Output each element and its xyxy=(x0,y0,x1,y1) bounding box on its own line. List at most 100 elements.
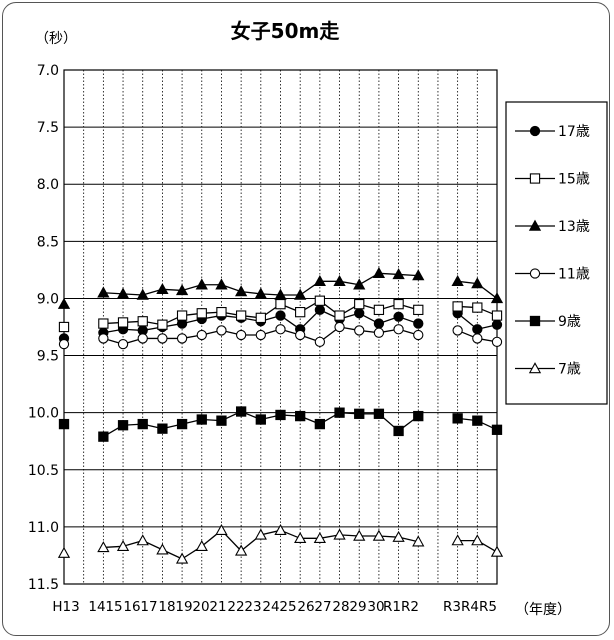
data-point xyxy=(333,528,346,540)
data-point xyxy=(354,325,365,336)
data-point xyxy=(314,418,326,430)
data-point xyxy=(313,274,326,287)
series-9歳 xyxy=(58,406,503,442)
y-axis-unit-label: （秒） xyxy=(35,31,77,47)
data-point xyxy=(196,329,207,341)
data-point xyxy=(314,304,326,316)
data-point xyxy=(354,408,365,419)
data-point xyxy=(413,329,424,341)
data-point xyxy=(413,318,424,329)
data-point xyxy=(136,288,149,300)
data-point xyxy=(175,284,189,296)
legend-item: 11歳 xyxy=(515,267,590,283)
data-point xyxy=(353,529,366,541)
data-point xyxy=(157,423,168,434)
legend-label: 11歳 xyxy=(558,267,590,283)
x-tick-label: 23 xyxy=(244,599,261,615)
data-point xyxy=(295,307,306,318)
series-15歳 xyxy=(58,295,503,333)
y-tick-label: 11.5 xyxy=(28,577,59,593)
data-point xyxy=(472,415,483,426)
data-point xyxy=(353,278,366,290)
data-point xyxy=(294,531,307,544)
y-tick-label: 10.5 xyxy=(28,463,59,479)
data-point xyxy=(116,287,130,299)
x-tick-label: 20 xyxy=(192,599,209,615)
x-tick-label: 25 xyxy=(279,599,296,615)
data-point xyxy=(57,546,71,558)
data-point xyxy=(176,418,188,430)
data-point xyxy=(393,324,404,335)
data-point xyxy=(275,324,286,335)
data-point xyxy=(255,329,266,341)
data-point xyxy=(393,311,404,322)
data-point xyxy=(491,336,503,347)
series-7歳 xyxy=(57,523,504,564)
data-point xyxy=(156,543,169,555)
data-point xyxy=(137,316,148,327)
legend-marker xyxy=(529,315,541,327)
data-point xyxy=(472,333,483,344)
y-tick-label: 8.5 xyxy=(37,234,59,250)
x-tick-label: 30 xyxy=(367,599,384,615)
y-tick-label: 7.0 xyxy=(37,63,59,79)
x-tick-label: R1 xyxy=(383,599,401,615)
data-point xyxy=(117,317,129,328)
data-point xyxy=(275,299,286,310)
chart-title: 女子50m走 xyxy=(231,19,340,43)
series-11歳 xyxy=(58,321,503,350)
data-point xyxy=(235,310,247,321)
data-point xyxy=(275,409,286,421)
data-point xyxy=(452,301,463,312)
data-point xyxy=(196,308,207,319)
data-point xyxy=(354,308,365,319)
data-point xyxy=(98,333,109,344)
data-point xyxy=(195,539,208,552)
data-point xyxy=(195,278,208,290)
data-point xyxy=(216,415,227,426)
data-point xyxy=(490,292,504,304)
data-point xyxy=(334,407,345,418)
legend-marker xyxy=(529,268,541,279)
data-point xyxy=(216,307,227,318)
series-13歳 xyxy=(57,266,504,309)
data-point xyxy=(472,324,483,335)
data-point xyxy=(175,552,189,564)
data-point xyxy=(176,333,188,344)
data-point xyxy=(98,431,109,442)
x-tick-label: R2 xyxy=(401,599,419,615)
legend-box xyxy=(505,101,608,405)
data-point xyxy=(295,329,306,341)
data-point xyxy=(373,304,385,316)
data-point xyxy=(274,523,287,536)
legend-marker xyxy=(529,173,541,184)
data-point xyxy=(196,414,207,425)
data-point xyxy=(452,413,463,424)
data-point xyxy=(255,414,266,425)
data-point xyxy=(314,295,326,306)
data-point xyxy=(116,539,130,552)
data-point xyxy=(313,531,326,544)
data-point xyxy=(412,269,425,281)
y-tick-label: 11.0 xyxy=(28,520,59,536)
x-tick-label: 22 xyxy=(227,599,244,615)
data-point xyxy=(57,297,71,309)
data-point xyxy=(333,274,346,287)
data-point xyxy=(176,310,188,321)
x-tick-label: R3 xyxy=(443,599,461,615)
x-tick-label: 18 xyxy=(158,599,175,615)
data-point xyxy=(491,424,503,435)
legend-label: 15歳 xyxy=(558,172,590,188)
data-point xyxy=(491,310,503,321)
legend-marker xyxy=(529,125,541,137)
data-point xyxy=(491,319,503,330)
data-point xyxy=(255,312,266,324)
data-point xyxy=(235,544,248,556)
data-point xyxy=(136,534,149,546)
legend-marker xyxy=(528,219,542,231)
data-point xyxy=(393,299,404,310)
data-point xyxy=(393,425,404,437)
